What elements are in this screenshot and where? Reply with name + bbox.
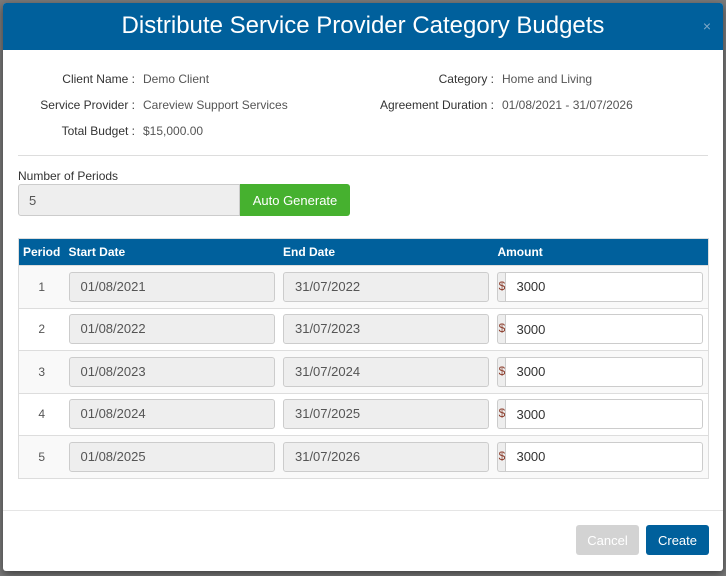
- header-end-date: End Date: [278, 238, 494, 266]
- start-date-field[interactable]: 01/08/2025: [68, 441, 275, 472]
- dollar-icon: $: [497, 399, 506, 430]
- period-number: 4: [18, 392, 65, 436]
- create-button[interactable]: Create: [646, 525, 709, 555]
- table-row: 1 01/08/2021 31/07/2022 $: [18, 265, 709, 308]
- start-date-field[interactable]: 01/08/2022: [68, 314, 275, 345]
- period-number: 5: [18, 435, 65, 478]
- service-provider-label: Service Provider :: [40, 98, 135, 112]
- start-date-field[interactable]: 01/08/2023: [68, 356, 275, 387]
- table-row: 5 01/08/2025 31/07/2026 $: [18, 435, 709, 478]
- total-budget-label: Total Budget :: [61, 124, 135, 138]
- distribute-budget-modal: Distribute Service Provider Category Bud…: [3, 3, 723, 571]
- end-date-field[interactable]: 31/07/2022: [282, 271, 489, 302]
- table-row: 4 01/08/2024 31/07/2025 $: [18, 392, 709, 436]
- dollar-icon: $: [497, 271, 506, 302]
- service-provider-value: Careview Support Services: [143, 98, 288, 112]
- category-value: Home and Living: [502, 72, 593, 86]
- end-date-field[interactable]: 31/07/2026: [282, 441, 489, 472]
- client-name-label: Client Name :: [62, 72, 135, 86]
- agreement-duration-value: 01/08/2021 - 31/07/2026: [502, 98, 633, 112]
- table-row: 3 01/08/2023 31/07/2024 $: [18, 350, 709, 393]
- period-number: 3: [18, 350, 65, 393]
- dollar-icon: $: [497, 314, 506, 345]
- end-date-field[interactable]: 31/07/2025: [282, 399, 489, 430]
- agreement-duration-label: Agreement Duration :: [379, 98, 494, 112]
- end-date-field[interactable]: 31/07/2024: [282, 356, 489, 387]
- table-row: 2 01/08/2022 31/07/2023 $: [18, 307, 709, 351]
- modal-title: Distribute Service Provider Category Bud…: [121, 12, 605, 39]
- category-label: Category :: [438, 72, 494, 86]
- periods-table: Period Start Date End Date Amount 1 01/0…: [18, 238, 709, 479]
- cancel-button[interactable]: Cancel: [576, 525, 639, 555]
- header-amount: Amount: [493, 238, 709, 266]
- dollar-icon: $: [497, 441, 506, 472]
- header-period: Period: [18, 238, 65, 266]
- period-number: 2: [18, 307, 65, 351]
- close-icon[interactable]: ×: [702, 18, 711, 34]
- start-date-field[interactable]: 01/08/2024: [68, 399, 275, 430]
- client-name-value: Demo Client: [143, 72, 210, 86]
- amount-input[interactable]: [505, 356, 704, 387]
- amount-input[interactable]: [505, 441, 704, 472]
- start-date-field[interactable]: 01/08/2021: [68, 271, 275, 302]
- modal-header: Distribute Service Provider Category Bud…: [3, 3, 723, 50]
- budget-info: Client Name : Demo Client Service Provide…: [18, 50, 708, 156]
- number-of-periods-input[interactable]: [18, 184, 240, 216]
- dollar-icon: $: [497, 356, 506, 387]
- amount-input[interactable]: [505, 271, 704, 302]
- modal-footer-divider: [3, 510, 723, 511]
- total-budget-value: $15,000.00: [143, 124, 204, 138]
- header-start-date: Start Date: [64, 238, 279, 266]
- amount-input[interactable]: [505, 399, 704, 430]
- amount-input[interactable]: [505, 314, 704, 345]
- period-number: 1: [18, 265, 65, 308]
- end-date-field[interactable]: 31/07/2023: [282, 314, 489, 345]
- number-of-periods-label: Number of Periods: [18, 169, 119, 183]
- auto-generate-button[interactable]: Auto Generate: [240, 184, 350, 216]
